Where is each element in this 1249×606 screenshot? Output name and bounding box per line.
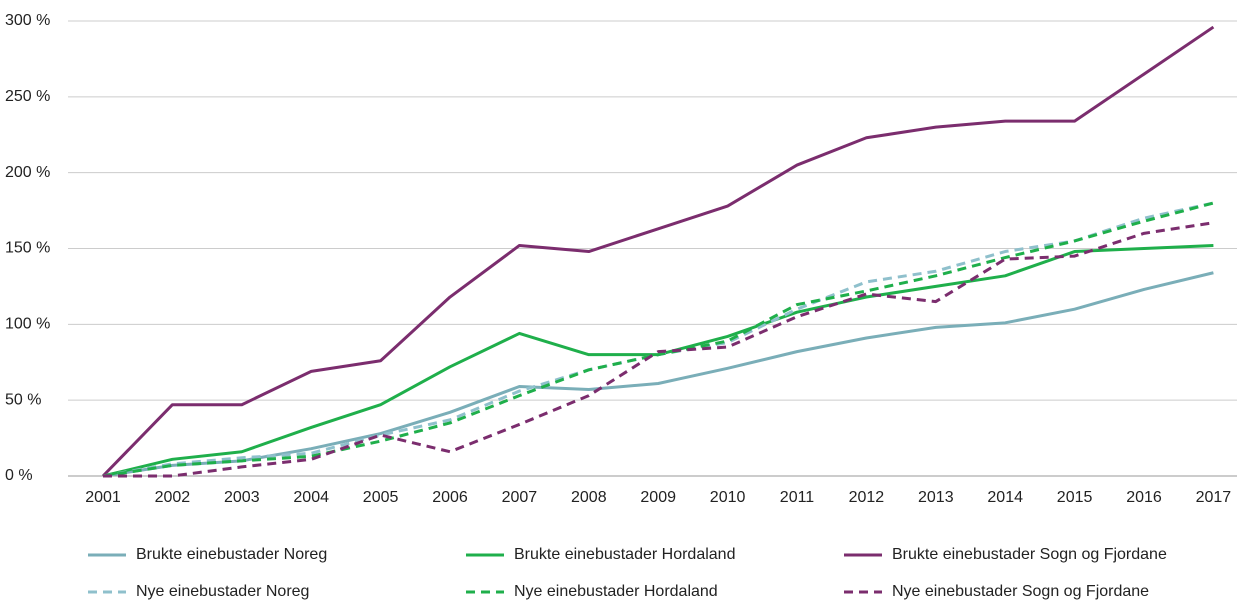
x-tick-label: 2003: [224, 489, 260, 506]
x-tick-label: 2014: [987, 489, 1023, 506]
legend-label: Brukte einebustader Hordaland: [514, 546, 735, 563]
legend-label: Nye einebustader Hordaland: [514, 583, 718, 600]
legend-label: Brukte einebustader Sogn og Fjordane: [892, 546, 1167, 563]
x-tick-label: 2009: [640, 489, 676, 506]
y-tick-label: 0 %: [5, 467, 33, 484]
y-tick-label: 200 %: [5, 164, 50, 181]
series-line: [101, 25, 1215, 478]
y-tick-label: 300 %: [5, 12, 50, 29]
x-tick-label: 2001: [85, 489, 121, 506]
series-line: [102, 201, 1214, 478]
x-tick-label: 2002: [155, 489, 191, 506]
series-line: [102, 243, 1214, 478]
legend-label: Nye einebustader Sogn og Fjordane: [892, 583, 1149, 600]
x-tick-label: 2004: [293, 489, 329, 506]
y-tick-label: 150 %: [5, 240, 50, 257]
x-tick-label: 2017: [1196, 489, 1232, 506]
y-tick-label: 50 %: [5, 391, 41, 408]
x-tick-label: 2008: [571, 489, 607, 506]
series-line: [103, 221, 1214, 478]
series-line: [102, 271, 1214, 478]
x-tick-label: 2015: [1057, 489, 1093, 506]
x-tick-label: 2005: [363, 489, 399, 506]
y-tick-label: 100 %: [5, 316, 50, 333]
x-tick-label: 2010: [710, 489, 746, 506]
legend-label: Brukte einebustader Noreg: [136, 546, 327, 563]
x-tick-label: 2012: [849, 489, 885, 506]
x-tick-label: 2007: [502, 489, 538, 506]
series-line: [102, 201, 1214, 478]
x-tick-label: 2006: [432, 489, 468, 506]
y-tick-label: 250 %: [5, 88, 50, 105]
x-tick-label: 2016: [1126, 489, 1162, 506]
legend-label: Nye einebustader Noreg: [136, 583, 309, 600]
x-tick-label: 2011: [780, 489, 815, 506]
x-tick-label: 2013: [918, 489, 954, 506]
